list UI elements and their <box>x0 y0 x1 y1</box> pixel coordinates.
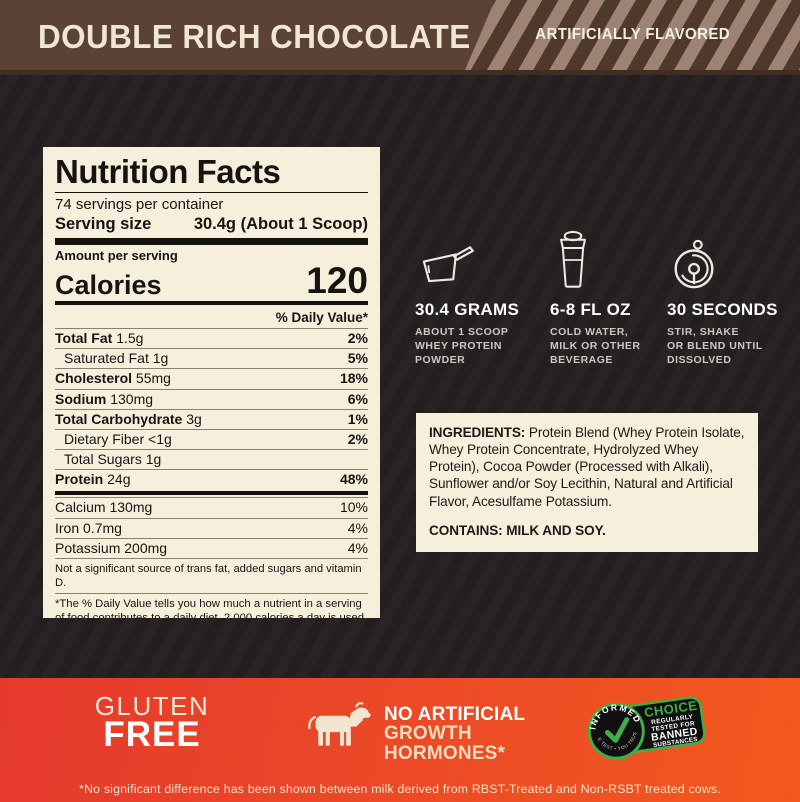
rbst-disclaimer: *No significant difference has been show… <box>79 782 721 796</box>
daily-value-footnote: *The % Daily Value tells you how much a … <box>55 592 368 618</box>
product-flavor-title: DOUBLE RICH CHOCOLATE <box>38 18 471 55</box>
nutrient-row-protein: Protein 24g 48% <box>55 469 368 489</box>
medium-divider <box>55 491 368 496</box>
direction-headline: 6-8 FL OZ <box>550 300 631 319</box>
mineral-row-potassium: Potassium 200mg 4% <box>55 537 368 558</box>
nutrient-row-sodium: Sodium 130mg 6% <box>55 388 368 409</box>
artificially-flavored-label: ARTIFICIALLY FLAVORED <box>535 26 730 43</box>
direction-step-liquid: 6-8 FL OZ COLD WATER, MILK OR OTHER BEVE… <box>550 228 667 368</box>
direction-step-scoop: 30.4 GRAMS ABOUT 1 SCOOP WHEY PROTEIN PO… <box>415 228 550 368</box>
striped-ribbon: ARTIFICIALLY FLAVORED <box>465 0 800 70</box>
mineral-row-iron: Iron 0.7mg 4% <box>55 517 368 538</box>
medium-divider <box>55 301 368 306</box>
direction-detail: COLD WATER, MILK OR OTHER BEVERAGE <box>550 326 641 366</box>
direction-detail: STIR, SHAKE OR BLEND UNTIL DISSOLVED <box>667 326 763 366</box>
nutrient-row-dietary-fiber: Dietary Fiber <1g 2% <box>55 428 368 449</box>
calories-row: Calories 120 <box>55 260 368 302</box>
divider <box>55 191 368 193</box>
timer-icon <box>667 228 799 292</box>
no-hormones-claim: NO ARTIFICIAL GROWTH HORMONES* <box>384 704 526 764</box>
ingredients-label: INGREDIENTS: <box>429 425 526 440</box>
nutrition-facts-title: Nutrition Facts <box>55 153 281 190</box>
badge-check-icon <box>604 717 630 743</box>
daily-value-header: % Daily Value* <box>275 310 368 326</box>
mineral-row-calcium: Calcium 130mg 10% <box>55 497 368 517</box>
not-significant-note: Not a significant source of trans fat, a… <box>55 557 368 593</box>
gluten-free-claim: GLUTEN FREE <box>94 691 210 755</box>
ingredients-text: INGREDIENTS: Protein Blend (Whey Protein… <box>429 425 745 509</box>
calories-value: 120 <box>306 260 368 302</box>
nutrient-row-total-fat: Total Fat 1.5g 2% <box>55 328 368 348</box>
informed-choice-badge: INFORMED WE TEST • YOU TRUST CHOICE REGU… <box>579 692 706 765</box>
thick-divider <box>55 238 368 246</box>
nutrient-row-cholesterol: Cholesterol 55mg 18% <box>55 368 368 388</box>
calories-label: Calories <box>55 270 162 301</box>
direction-headline: 30.4 GRAMS <box>415 300 520 319</box>
flavor-header: DOUBLE RICH CHOCOLATE ARTIFICIALLY FLAVO… <box>0 0 800 75</box>
direction-headline: 30 SECONDS <box>667 300 778 319</box>
servings-per-container: 74 servings per container <box>55 195 224 213</box>
nutrient-row-total-sugars: Total Sugars 1g <box>55 449 368 469</box>
nutrient-row-saturated-fat: Saturated Fat 1g 5% <box>55 348 368 368</box>
direction-detail: ABOUT 1 SCOOP WHEY PROTEIN POWDER <box>415 326 509 366</box>
scoop-icon <box>415 228 550 292</box>
amount-per-serving-label: Amount per serving <box>55 248 178 264</box>
badge-choice-text: CHOICE <box>643 698 698 720</box>
ingredients-box: INGREDIENTS: Protein Blend (Whey Protein… <box>416 413 758 552</box>
shaker-icon <box>550 228 667 292</box>
serving-size-label: Serving size <box>55 214 152 233</box>
allergen-statement: CONTAINS: MILK AND SOY. <box>429 522 606 538</box>
serving-size-value: 30.4g (About 1 Scoop) <box>193 214 368 233</box>
bottom-banner: GLUTEN FREE NO ARTIFICIA <box>0 678 800 802</box>
direction-step-time: 30 SECONDS STIR, SHAKE OR BLEND UNTIL DI… <box>667 228 799 368</box>
directions-row: 30.4 GRAMS ABOUT 1 SCOOP WHEY PROTEIN PO… <box>415 228 799 368</box>
nutrition-facts-panel: Nutrition Facts 74 servings per containe… <box>43 147 380 618</box>
serving-size-row: Serving size 30.4g (About 1 Scoop) <box>55 215 368 235</box>
cow-icon <box>306 702 374 755</box>
nutrient-row-carbohydrate: Total Carbohydrate 3g 1% <box>55 408 368 429</box>
